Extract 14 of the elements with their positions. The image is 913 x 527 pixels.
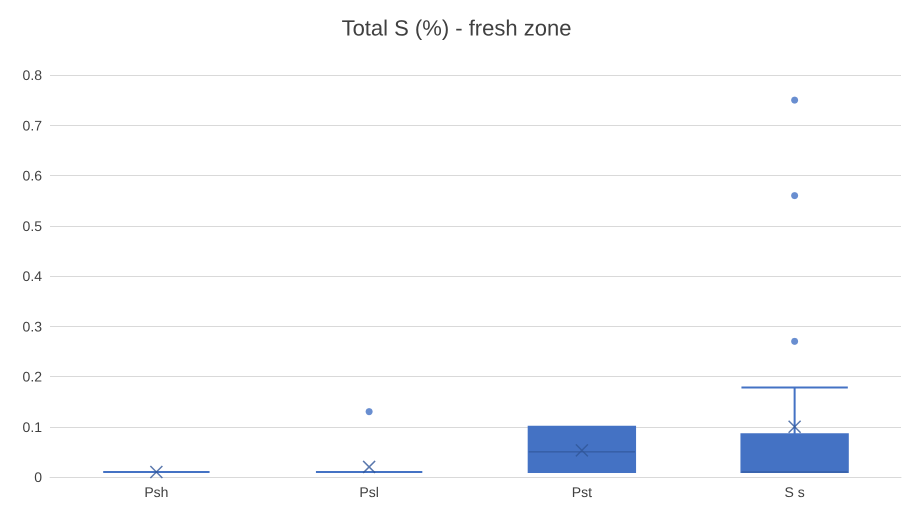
- x-tick-label: Pst: [572, 484, 592, 500]
- y-tick-label: 0.3: [22, 318, 42, 334]
- y-tick-label: 0.1: [22, 418, 42, 435]
- y-tick-label: 0.7: [22, 117, 42, 134]
- y-tick-label: 0.5: [22, 218, 42, 234]
- y-tick-label: 0.4: [22, 268, 42, 284]
- x-tick-label: S s: [784, 484, 805, 500]
- y-tick-label: 0: [34, 469, 42, 485]
- chart-title: Total S (%) - fresh zone: [342, 16, 572, 40]
- y-tick-label: 0.2: [22, 368, 42, 384]
- y-tick-label: 0.8: [22, 67, 42, 83]
- y-tick-label: 0.6: [22, 168, 42, 184]
- x-tick-label: Psl: [359, 484, 379, 500]
- x-tick-label: Psh: [144, 484, 168, 500]
